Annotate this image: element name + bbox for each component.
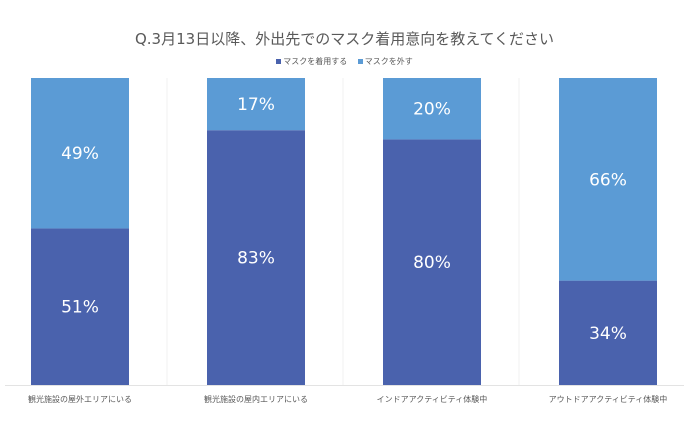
data-label: 80%	[413, 253, 451, 273]
legend-label: マスクを外す	[364, 57, 413, 66]
legend: マスクを着用する マスクを外す	[0, 56, 689, 67]
legend-item-wear: マスクを着用する	[276, 56, 347, 67]
legend-item-remove: マスクを外す	[357, 56, 413, 67]
bar-wear	[31, 228, 129, 385]
data-label: 34%	[589, 324, 627, 344]
category-label: 観光施設の屋内エリアにいる	[204, 394, 308, 404]
bar-remove	[383, 78, 481, 140]
data-label: 17%	[237, 95, 275, 115]
bar-wear	[383, 139, 481, 385]
legend-swatch	[276, 59, 282, 64]
bar-remove	[31, 78, 129, 229]
legend-label: マスクを着用する	[283, 57, 348, 66]
category-label: インドアアクティビティ体験中	[377, 394, 488, 404]
data-label: 83%	[237, 249, 275, 269]
data-label: 49%	[61, 144, 99, 164]
data-label: 20%	[413, 100, 451, 120]
data-label: 66%	[589, 170, 627, 190]
category-label: 観光施設の屋外エリアにいる	[28, 394, 132, 404]
chart-title: Q.3月13日以降、外出先でのマスク着用意向を教えてください	[134, 30, 554, 48]
legend-swatch	[357, 59, 363, 64]
bar-wear	[559, 280, 657, 385]
bar-remove	[207, 78, 305, 131]
bar-wear	[207, 130, 305, 385]
bar-remove	[559, 78, 657, 281]
data-label: 51%	[61, 298, 99, 318]
category-label: アウトドアアクティビティ体験中	[549, 394, 668, 404]
